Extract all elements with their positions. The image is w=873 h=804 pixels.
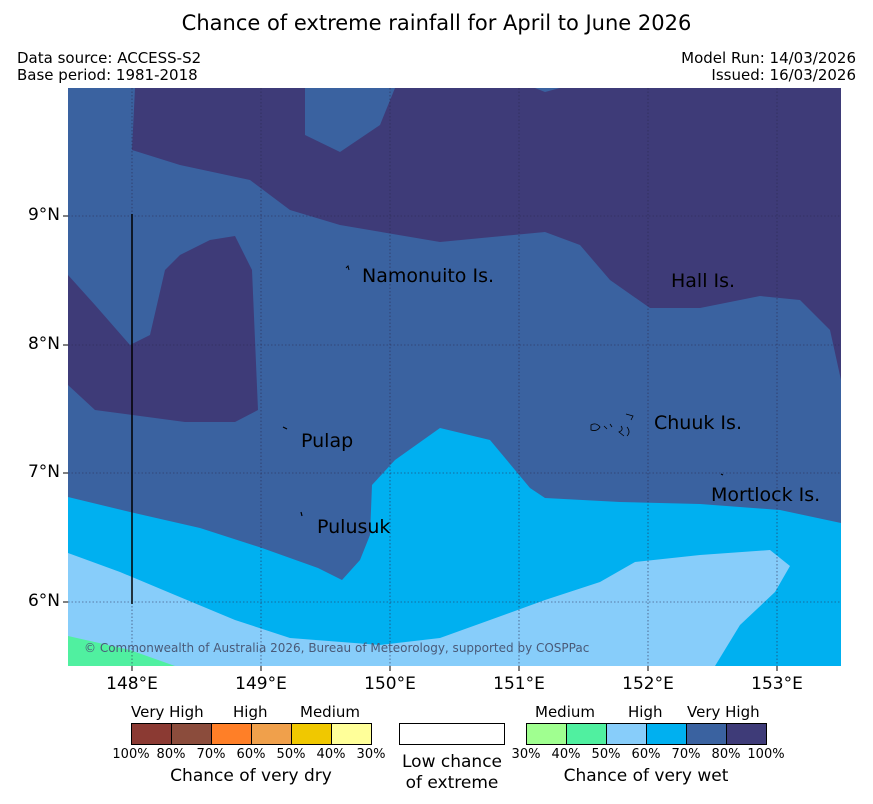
legend-wet-high: High: [628, 703, 663, 721]
run-info: Model Run: 14/03/2026 Issued: 16/03/2026: [681, 50, 856, 84]
base-period: Base period: 1981-2018: [17, 66, 198, 84]
legend-dry-swatch: [291, 723, 332, 745]
legend-dry-tick: 60%: [236, 747, 266, 762]
legend-dry-swatch: [211, 723, 252, 745]
legend-dry-tick: 30%: [356, 747, 386, 762]
label-chuuk: Chuuk Is.: [654, 412, 742, 434]
legend-wet-swatch: [726, 723, 767, 745]
pulusuk-island: [300, 511, 303, 517]
legend-wet-tick: 80%: [711, 747, 741, 762]
legend-wet-tick: 50%: [591, 747, 621, 762]
label-hall: Hall Is.: [671, 270, 735, 292]
zone-40-50-wet: [68, 636, 175, 666]
legend-neutral-swatch: [399, 723, 505, 745]
chuuk-island: [590, 413, 634, 437]
issued-date: Issued: 16/03/2026: [711, 66, 856, 84]
legend-dry-tick: 100%: [112, 747, 150, 762]
lon-label-150e: 150°E: [364, 674, 416, 694]
legend-wet-tick: 100%: [747, 747, 785, 762]
model-run: Model Run: 14/03/2026: [681, 49, 856, 67]
legend-wet-tick: 70%: [671, 747, 701, 762]
legend-dry-swatch: [171, 723, 212, 745]
legend-wet-swatch: [566, 723, 607, 745]
copyright-notice: © Commonwealth of Australia 2026, Bureau…: [84, 641, 589, 655]
label-pulusuk: Pulusuk: [317, 516, 390, 538]
legend-wet-swatch: [526, 723, 567, 745]
lon-label-153e: 153°E: [751, 674, 803, 694]
legend-dry-tick: 80%: [156, 747, 186, 762]
lon-label-149e: 149°E: [235, 674, 287, 694]
legend-dry-tick: 40%: [316, 747, 346, 762]
legend-neutral-line1: Low chance: [402, 752, 502, 772]
legend-wet-tick: 40%: [551, 747, 581, 762]
legend-dry-swatch: [331, 723, 372, 745]
lat-label-7n: 7°N: [27, 462, 60, 482]
legend-dry-tick: 70%: [196, 747, 226, 762]
legend-dry-swatch: [131, 723, 172, 745]
lon-label-151e: 151°E: [493, 674, 545, 694]
label-pulap: Pulap: [301, 430, 353, 452]
mortlock-island: [720, 473, 724, 476]
label-mortlock: Mortlock Is.: [711, 484, 820, 506]
legend-wet-tick: 30%: [511, 747, 541, 762]
legend-wet-title: Chance of very wet: [563, 766, 729, 786]
pulap-island: [282, 426, 288, 430]
legend-neutral-label: Low chance of extreme: [392, 752, 512, 794]
lat-label-8n: 8°N: [27, 334, 60, 354]
legend-dry-high: High: [233, 703, 268, 721]
legend-neutral-line2: of extreme: [405, 773, 499, 793]
legend-wet-swatch: [686, 723, 727, 745]
zone-very-high-pocket: [68, 236, 258, 422]
legend-dry-swatch: [251, 723, 292, 745]
source-info: Data source: ACCESS-S2 Base period: 1981…: [17, 50, 201, 84]
legend-dry-medium: Medium: [300, 703, 360, 721]
lat-label-9n: 9°N: [27, 205, 60, 225]
chart-title: Chance of extreme rainfall for April to …: [181, 11, 692, 35]
zone-70-80-wet-top: [305, 88, 395, 152]
data-source: Data source: ACCESS-S2: [17, 49, 202, 67]
lat-label-6n: 6°N: [27, 591, 60, 611]
zone-50-60-wet: [68, 550, 790, 666]
lon-label-152e: 152°E: [622, 674, 674, 694]
zone-70-80-wet-topright: [535, 88, 560, 92]
namonuito-island: [345, 265, 350, 271]
label-namonuito: Namonuito Is.: [362, 265, 494, 287]
graticule: [68, 88, 841, 666]
legend-wet-swatch: [606, 723, 647, 745]
legend-wet-tick: 60%: [631, 747, 661, 762]
legend-wet-swatch: [646, 723, 687, 745]
legend-dry-very-high: Very High: [131, 703, 204, 721]
legend-wet-medium: Medium: [535, 703, 595, 721]
axis-ticks: [63, 215, 778, 671]
legend-dry-tick: 50%: [276, 747, 306, 762]
legend-wet-very-high: Very High: [687, 703, 760, 721]
legend-dry-title: Chance of very dry: [170, 766, 332, 786]
lon-label-148e: 148°E: [106, 674, 158, 694]
